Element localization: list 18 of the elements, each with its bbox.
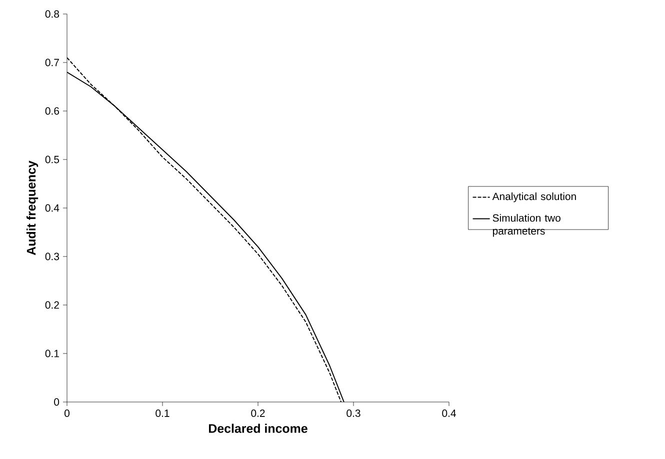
x-tick-label: 0.4 [442, 410, 456, 417]
y-tick-label: 0.3 [45, 252, 60, 260]
y-tick-label: 0.1 [45, 350, 59, 358]
y-tick-label: 0.8 [45, 10, 60, 18]
legend-label: Analytical solution [492, 192, 576, 202]
x-axis-title: Declared income [208, 424, 308, 433]
y-tick-label: 0.6 [45, 107, 60, 115]
y-tick-label: 0.7 [45, 58, 59, 66]
x-tick-label: 0.3 [346, 410, 360, 417]
y-tick-label: 0 [54, 398, 60, 406]
x-tick-label: 0 [64, 410, 70, 417]
y-tick-label: 0.4 [45, 204, 60, 212]
y-axis-title: Audit frequency [26, 160, 38, 256]
x-tick-label: 0.2 [251, 410, 265, 417]
legend-label: Simulation two parameters [492, 214, 560, 237]
y-tick-label: 0.2 [45, 301, 59, 309]
x-tick-label: 0.1 [156, 410, 170, 417]
y-tick-label: 0.5 [45, 156, 60, 164]
